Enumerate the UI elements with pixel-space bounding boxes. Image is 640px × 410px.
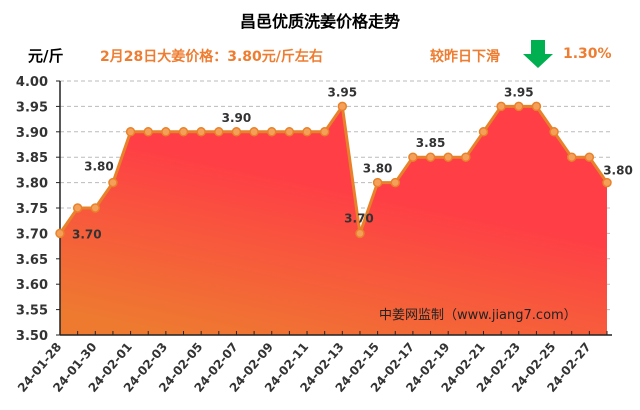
data-point bbox=[231, 127, 242, 137]
chart-title: 昌邑优质洗姜价格走势 bbox=[239, 12, 400, 31]
data-point bbox=[249, 127, 259, 137]
data-label: 3.70 bbox=[72, 227, 102, 241]
y-tick-label: 3.85 bbox=[16, 151, 48, 166]
y-tick-label: 3.95 bbox=[16, 100, 48, 115]
data-point bbox=[302, 127, 312, 137]
data-point bbox=[90, 203, 101, 213]
data-point bbox=[584, 152, 595, 162]
data-label: 3.80 bbox=[84, 160, 114, 174]
data-label: 3.95 bbox=[504, 85, 534, 99]
data-point bbox=[355, 228, 365, 239]
data-point bbox=[319, 127, 330, 137]
data-point bbox=[161, 127, 171, 137]
data-point bbox=[125, 127, 136, 137]
data-point bbox=[196, 127, 206, 137]
y-tick-label: 3.75 bbox=[16, 202, 48, 217]
change-label: 较昨日下滑 bbox=[430, 49, 500, 65]
y-axis-unit: 元/斤 bbox=[28, 47, 64, 65]
data-label: 3.80 bbox=[363, 162, 393, 176]
data-point bbox=[408, 152, 418, 162]
price-area bbox=[60, 106, 607, 336]
y-tick-label: 3.65 bbox=[16, 253, 48, 268]
data-label: 3.70 bbox=[344, 211, 374, 225]
price-headline: 2月28日大姜价格：3.80元/斤左右 bbox=[100, 49, 323, 65]
y-tick-label: 3.55 bbox=[16, 304, 48, 319]
data-point bbox=[514, 101, 524, 112]
y-tick-label: 3.60 bbox=[16, 278, 48, 293]
data-label: 3.85 bbox=[416, 136, 446, 150]
data-point bbox=[266, 127, 277, 137]
data-point bbox=[72, 203, 83, 213]
data-point bbox=[549, 127, 559, 137]
y-tick-label: 3.70 bbox=[16, 227, 48, 242]
watermark: 中姜网监制（www.jiang7.com） bbox=[379, 308, 577, 323]
data-label: 3.90 bbox=[222, 111, 252, 125]
data-point bbox=[390, 177, 401, 188]
y-tick-label: 3.50 bbox=[16, 329, 48, 344]
data-point bbox=[108, 177, 118, 188]
data-point bbox=[461, 152, 471, 162]
data-point bbox=[178, 127, 189, 137]
data-point bbox=[496, 101, 506, 112]
arrow-down-icon bbox=[523, 40, 553, 68]
change-percent: 1.30% bbox=[563, 46, 612, 62]
data-point bbox=[337, 101, 348, 112]
data-point bbox=[443, 152, 453, 162]
data-point bbox=[478, 127, 489, 137]
data-label: 3.95 bbox=[328, 85, 358, 99]
data-point bbox=[284, 127, 295, 137]
data-point bbox=[55, 228, 65, 239]
data-point bbox=[602, 177, 612, 188]
data-point bbox=[372, 177, 383, 188]
data-point bbox=[425, 152, 436, 162]
data-label: 3.80 bbox=[603, 164, 633, 178]
y-tick-label: 4.00 bbox=[16, 75, 48, 90]
data-point bbox=[214, 127, 224, 137]
data-point bbox=[143, 127, 153, 137]
data-point bbox=[531, 101, 542, 112]
y-tick-label: 3.90 bbox=[16, 126, 48, 141]
data-point bbox=[566, 152, 577, 162]
y-tick-label: 3.80 bbox=[16, 177, 48, 192]
